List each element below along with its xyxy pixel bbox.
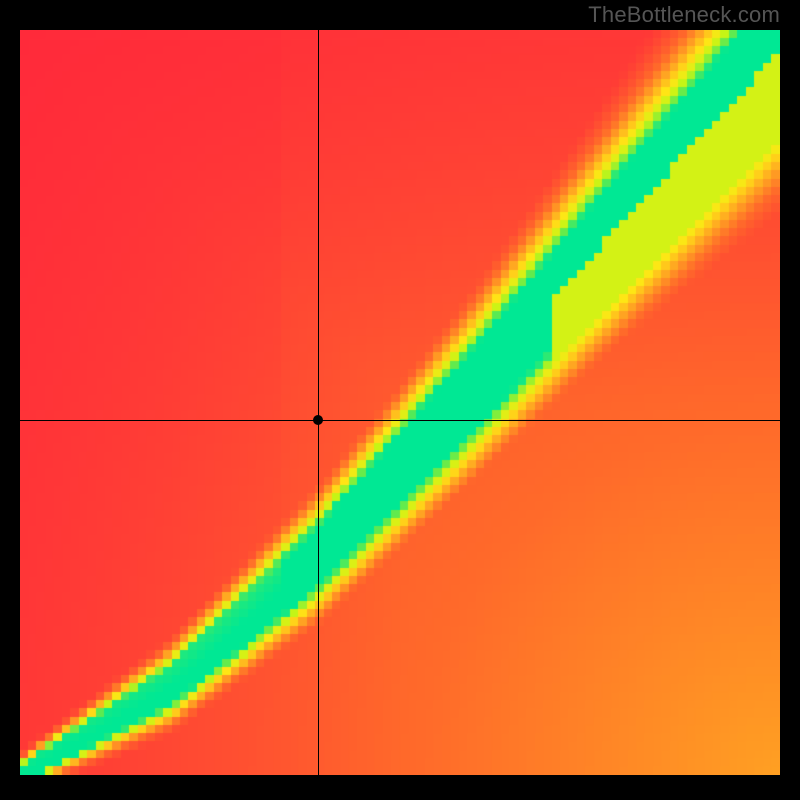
heatmap-canvas bbox=[20, 30, 780, 775]
header: TheBottleneck.com bbox=[0, 0, 800, 30]
watermark-text: TheBottleneck.com bbox=[588, 2, 780, 28]
chart-container bbox=[0, 30, 800, 800]
heatmap-plot bbox=[20, 30, 780, 775]
